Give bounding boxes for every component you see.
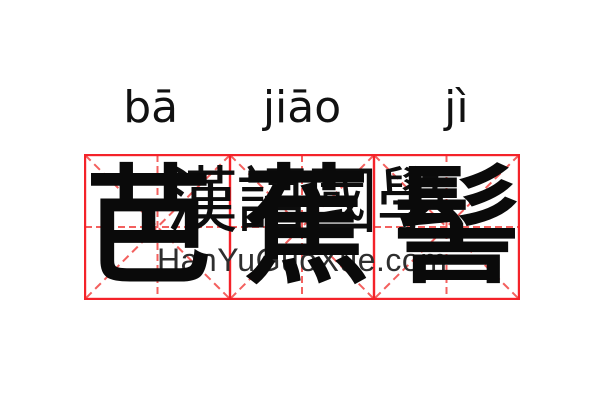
hanzi-character-3: 髻 — [392, 152, 520, 301]
hanzi-character-1: 芭 — [85, 152, 213, 301]
pinyin-syllable-1: bā — [123, 82, 179, 133]
practice-grid — [84, 154, 520, 300]
pinyin-syllable-3: jì — [444, 82, 469, 133]
grid-borders — [84, 154, 520, 300]
watermark-site-url: HanYuGuoXue.com — [157, 242, 448, 278]
grid-cell-3-guides — [373, 154, 520, 300]
pinyin-syllable-2: jiāo — [262, 82, 342, 133]
grid-cell-1-guides — [84, 154, 231, 300]
hanzi-character-2: 蕉 — [242, 152, 370, 301]
watermark-cjk-text: 漢語國學 — [166, 162, 448, 242]
pinyin-row: bā jiāo jì — [84, 84, 520, 132]
hanzi-row: 芭 蕉 髻 — [84, 154, 520, 300]
grid-cell-2-guides — [229, 154, 375, 300]
